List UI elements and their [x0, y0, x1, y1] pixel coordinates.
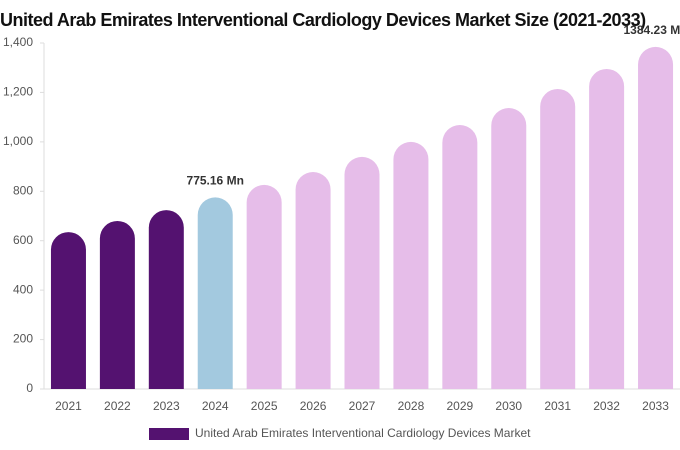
y-tick-label: 1,200 [3, 85, 33, 99]
bar [344, 156, 380, 389]
x-tick-label: 2027 [349, 399, 376, 413]
x-tick-label: 2029 [446, 399, 473, 413]
y-tick-label: 200 [13, 332, 33, 346]
y-tick-label: 0 [26, 381, 33, 395]
y-tick-label: 400 [13, 282, 33, 296]
y-tick-label: 1,000 [3, 134, 33, 148]
x-tick-label: 2021 [55, 399, 82, 413]
bar [393, 141, 429, 389]
bar [540, 88, 576, 390]
legend-swatch [149, 428, 189, 440]
bar [638, 46, 674, 389]
x-tick-label: 2032 [593, 399, 620, 413]
x-tick-label: 2031 [544, 399, 571, 413]
value-label: 1384.23 Mn [624, 23, 680, 37]
bar [442, 125, 478, 390]
x-tick-label: 2024 [202, 399, 229, 413]
bar [491, 107, 527, 390]
y-tick-label: 600 [13, 233, 33, 247]
bar [246, 184, 282, 389]
bar [148, 210, 184, 389]
x-tick-label: 2033 [642, 399, 669, 413]
y-tick-label: 1,400 [3, 35, 33, 49]
x-tick-label: 2022 [104, 399, 131, 413]
chart-title: United Arab Emirates Interventional Card… [0, 10, 646, 30]
x-tick-label: 2028 [398, 399, 425, 413]
x-tick-label: 2026 [300, 399, 327, 413]
x-tick-label: 2030 [495, 399, 522, 413]
bar [295, 172, 331, 389]
bar [50, 232, 86, 389]
bar [589, 68, 625, 389]
legend-label: United Arab Emirates Interventional Card… [195, 426, 531, 440]
value-label: 775.16 Mn [187, 174, 244, 188]
bar [197, 197, 233, 389]
y-tick-label: 800 [13, 183, 33, 197]
x-tick-label: 2023 [153, 399, 180, 413]
x-tick-label: 2025 [251, 399, 278, 413]
bar [99, 220, 135, 389]
